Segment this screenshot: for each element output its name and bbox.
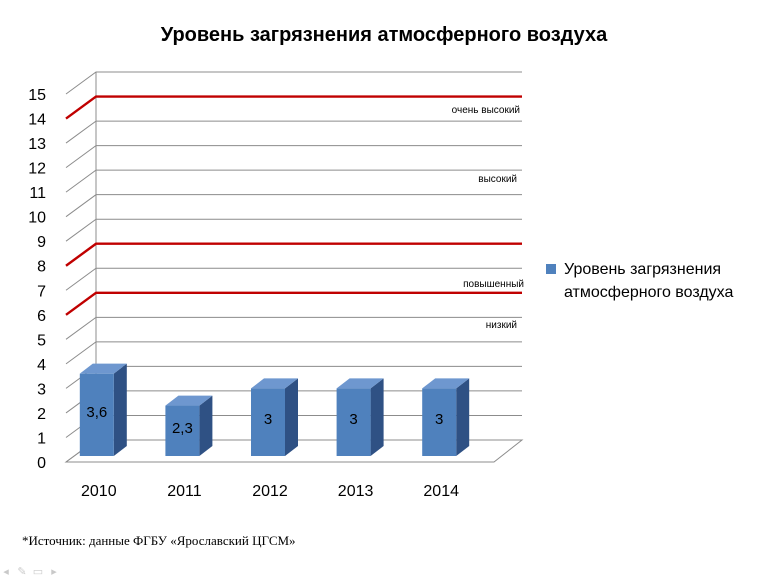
y-tick-label: 11	[29, 185, 46, 202]
bar-value-label: 3	[264, 411, 272, 428]
y-tick-label: 7	[37, 283, 46, 300]
reference-label: очень высокий	[452, 105, 520, 116]
x-tick-label: 2011	[167, 483, 202, 500]
pen-icon[interactable]: ✎	[17, 566, 27, 578]
reference-label: повышенный	[463, 279, 524, 290]
y-tick-label: 0	[37, 455, 46, 472]
legend-swatch	[546, 264, 556, 274]
y-tick-label: 13	[28, 136, 46, 153]
reference-line	[65, 291, 522, 316]
reference-lines: очень высокий высокий повышенный низкий	[65, 95, 524, 331]
y-tick-label: 12	[28, 161, 46, 178]
bar: 3,6	[79, 363, 127, 456]
legend-label: Уровень загрязнения атмосферного воздуха	[564, 261, 734, 301]
slide-toolbar: ◂ ✎ ▭ ▸	[0, 566, 60, 578]
bar-series: 3,6 2,3 3 3 3	[79, 363, 470, 456]
bar-top	[422, 378, 470, 389]
y-tick-label: 1	[37, 430, 46, 447]
bar: 3	[251, 378, 298, 456]
next-arrow-icon[interactable]: ▸	[51, 566, 57, 578]
bar-front	[165, 405, 200, 456]
bar-top	[336, 378, 384, 389]
bar-value-label: 3	[349, 411, 357, 428]
reference-label: низкий	[486, 320, 517, 331]
y-tick-label: 14	[28, 112, 46, 129]
gridline	[65, 120, 522, 144]
bar-side	[199, 395, 213, 456]
x-tick-label: 2014	[423, 483, 459, 500]
source-note: *Источник: данные ФГБУ «Ярославский ЦГСМ…	[22, 533, 296, 548]
gridline	[65, 267, 522, 291]
bar-front	[336, 388, 371, 456]
bar-side	[370, 378, 384, 456]
bar-front	[251, 388, 285, 456]
bar: 3	[336, 378, 384, 456]
legend: Уровень загрязнения атмосферного воздуха	[546, 258, 756, 304]
gridline	[65, 316, 522, 340]
y-tick-label: 5	[37, 332, 46, 349]
y-tick-label: 8	[37, 259, 46, 276]
bar-side	[113, 363, 127, 456]
x-tick-label: 2010	[81, 483, 117, 500]
bar-value-label: 3	[435, 411, 443, 428]
reference-line	[65, 242, 522, 267]
bar-front	[79, 373, 114, 456]
gridline	[65, 145, 522, 169]
gridline	[65, 243, 522, 267]
bar-side	[456, 378, 470, 456]
y-tick-label: 3	[37, 381, 46, 398]
gridline	[65, 71, 522, 95]
gridline	[65, 169, 522, 193]
bar-top	[79, 363, 127, 374]
y-tick-label: 9	[37, 234, 46, 251]
bar-top	[251, 378, 298, 389]
bar: 2,3	[165, 395, 213, 456]
bar-side	[285, 378, 298, 456]
gridline	[65, 194, 522, 218]
bar-top	[165, 395, 213, 406]
x-tick-label: 2012	[252, 483, 288, 500]
gridline	[65, 292, 522, 316]
gridline	[65, 218, 522, 242]
chart-title: Уровень загрязнения атмосферного воздуха	[160, 24, 608, 46]
reference-label: высокий	[478, 174, 517, 185]
reference-line	[65, 95, 522, 120]
menu-icon[interactable]: ▭	[32, 566, 44, 578]
x-tick-label: 2013	[338, 483, 374, 500]
y-tick-label: 10	[28, 210, 46, 227]
bar-value-label: 3,6	[86, 404, 107, 421]
y-tick-label: 4	[37, 357, 46, 374]
y-tick-label: 6	[37, 308, 46, 325]
y-tick-label: 2	[37, 406, 46, 423]
bar-front	[422, 388, 457, 456]
gridline	[65, 341, 522, 365]
prev-arrow-icon[interactable]: ◂	[3, 566, 9, 578]
y-tick-label: 15	[28, 87, 46, 104]
bar-value-label: 2,3	[172, 420, 193, 437]
bar: 3	[422, 378, 470, 456]
